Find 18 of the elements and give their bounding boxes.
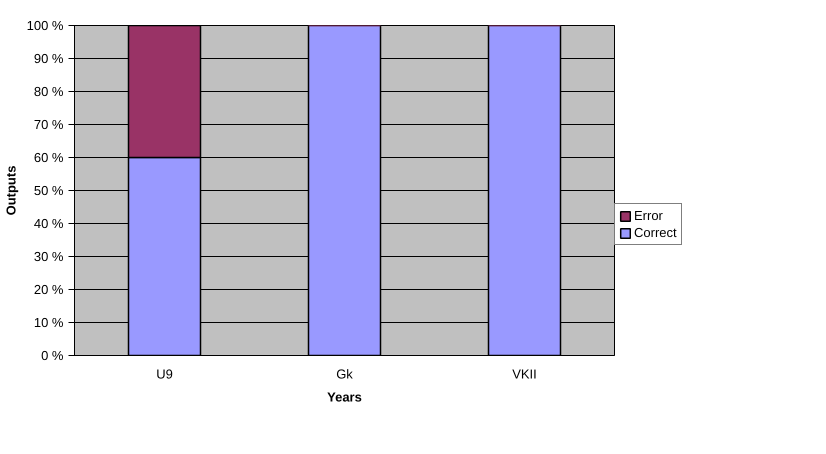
y-tick-label: 30 %: [34, 249, 64, 264]
y-tick-label: 50 %: [34, 183, 64, 198]
y-tick-label: 80 %: [34, 84, 64, 99]
legend-label: Correct: [634, 225, 677, 240]
y-tick-label: 90 %: [34, 51, 64, 66]
y-tick-label: 40 %: [34, 216, 64, 231]
y-tick-label: 10 %: [34, 315, 64, 330]
y-tick-label: 60 %: [34, 150, 64, 165]
x-axis-title: Years: [327, 390, 362, 404]
y-tick-label: 0 %: [41, 348, 64, 363]
y-tick-label: 70 %: [34, 117, 64, 132]
x-tick-label: Gk: [336, 366, 354, 382]
y-tick-label: 100 %: [26, 18, 64, 33]
y-tick-label: 20 %: [34, 282, 64, 297]
x-tick-label: VKII: [512, 366, 537, 382]
y-axis-title: Outputs: [4, 166, 19, 216]
legend-label: Error: [634, 208, 663, 223]
x-tick-label: U9: [156, 366, 173, 382]
